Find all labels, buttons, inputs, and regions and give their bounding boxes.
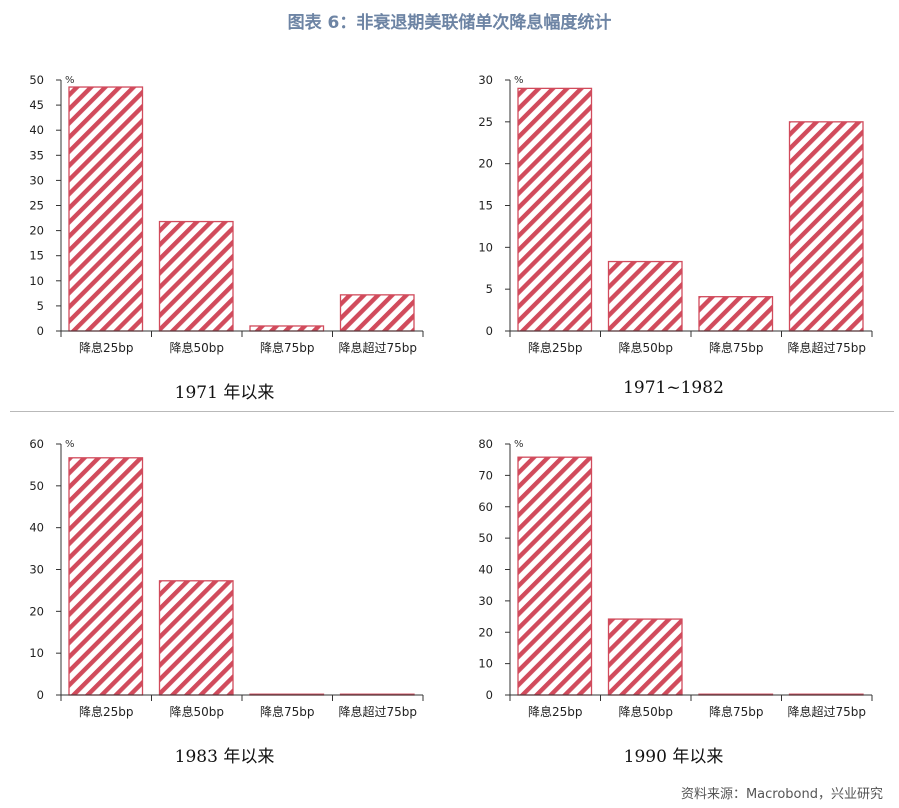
x-category-label: 降息75bp [709, 704, 764, 719]
x-category-label: 降息25bp [528, 340, 583, 355]
y-tick-label: 35 [29, 148, 44, 162]
y-tick-label: 15 [478, 199, 493, 213]
x-category-label: 降息75bp [260, 340, 315, 355]
x-category-label: 降息超过75bp [787, 704, 866, 719]
bar [517, 87, 593, 332]
chart-caption: 1990 年以来 [623, 747, 724, 767]
y-tick-label: 45 [29, 98, 44, 112]
y-tick-label: 0 [486, 688, 493, 702]
y-unit-label: % [65, 75, 75, 86]
y-tick-label: 15 [29, 249, 44, 263]
y-tick-label: 50 [29, 73, 44, 87]
y-tick-label: 10 [478, 240, 493, 254]
y-tick-label: 60 [29, 437, 44, 451]
source-note: 资料来源：Macrobond，兴业研究 [680, 787, 883, 802]
bar [249, 325, 325, 332]
y-tick-label: 0 [37, 324, 44, 338]
y-tick-label: 30 [478, 594, 493, 608]
chart-caption: 1971 年以来 [174, 383, 275, 403]
chart-caption: 1983 年以来 [174, 747, 275, 767]
bar [607, 618, 683, 696]
y-tick-label: 20 [29, 604, 44, 618]
y-unit-label: % [514, 439, 524, 450]
y-tick-label: 5 [486, 282, 493, 296]
y-tick-label: 30 [29, 563, 44, 577]
bar [68, 457, 144, 696]
x-category-label: 降息25bp [528, 704, 583, 719]
x-category-label: 降息50bp [169, 340, 224, 355]
chart-1971-since: 0 5 10 15 20 25 30 35 40 45 50 % 降息25bp 降息50bp 降息75bp 降… [29, 73, 424, 355]
bar [158, 220, 234, 332]
bar [788, 121, 864, 332]
y-tick-label: 25 [478, 115, 493, 129]
y-tick-label: 20 [29, 224, 44, 238]
chart-caption: 1971~1982 [623, 378, 724, 398]
y-tick-label: 80 [478, 437, 493, 451]
y-tick-label: 70 [478, 468, 493, 482]
y-tick-label: 50 [478, 531, 493, 545]
y-tick-label: 5 [37, 299, 44, 313]
y-tick-label: 0 [37, 688, 44, 702]
y-unit-label: % [514, 75, 524, 86]
y-tick-label: 10 [29, 646, 44, 660]
chart-1990-since: 0 10 20 30 40 50 60 70 80 % 降息25bp 降息50bp 降息75bp 降息超过… [478, 437, 873, 719]
bar [68, 86, 144, 332]
y-tick-label: 10 [29, 274, 44, 288]
x-category-label: 降息超过75bp [338, 704, 417, 719]
y-tick-label: 30 [478, 73, 493, 87]
y-tick-label: 40 [29, 521, 44, 535]
x-category-label: 降息50bp [618, 704, 673, 719]
x-category-label: 降息25bp [79, 704, 134, 719]
y-tick-label: 10 [478, 657, 493, 671]
bar [698, 296, 774, 332]
y-tick-label: 40 [478, 563, 493, 577]
chart-panel-1971-since: 0 5 10 15 20 25 30 35 40 45 50% 降息25bp 降息50bp 降息75bp 降… [0, 62, 449, 403]
y-tick-label: 30 [29, 173, 44, 187]
y-tick-label: 0 [486, 324, 493, 338]
chart-panel-1990-since: 0 10 20 30 40 50 60 70 80% 降息25bp 降息50bp 降息75bp 降息超过… [449, 426, 898, 767]
y-tick-label: 50 [29, 479, 44, 493]
bar [607, 260, 683, 332]
x-category-label: 降息75bp [260, 704, 315, 719]
panel-divider [10, 411, 894, 412]
chart-1971-1982: 0 5 10 15 20 25 30 % 降息25bp 降息50bp 降息75bp 降息超过75bp [478, 73, 873, 355]
bar [517, 456, 593, 696]
chart-panel-1983-since: 0 10 20 30 40 50 60% 降息25bp 降息50bp 降息75bp 降息超过75bp… [0, 426, 449, 767]
y-tick-label: 20 [478, 625, 493, 639]
x-category-label: 降息超过75bp [338, 340, 417, 355]
x-category-label: 降息75bp [709, 340, 764, 355]
chart-1983-since: 0 10 20 30 40 50 60 % 降息25bp 降息50bp 降息75bp 降息超过75bp [29, 437, 424, 719]
y-tick-label: 60 [478, 500, 493, 514]
y-tick-label: 40 [29, 123, 44, 137]
bar [158, 580, 234, 696]
chart-panel-1971-1982: 0 5 10 15 20 25 30% 降息25bp 降息50bp 降息75bp 降息超过75bp … [449, 62, 898, 398]
bar [339, 294, 415, 332]
y-tick-label: 20 [478, 157, 493, 171]
y-tick-label: 25 [29, 199, 44, 213]
x-category-label: 降息超过75bp [787, 340, 866, 355]
figure-title: 图表 6：非衰退期美联储单次降息幅度统计 [287, 13, 612, 33]
y-unit-label: % [65, 439, 75, 450]
x-category-label: 降息25bp [79, 340, 134, 355]
x-category-label: 降息50bp [169, 704, 224, 719]
x-category-label: 降息50bp [618, 340, 673, 355]
